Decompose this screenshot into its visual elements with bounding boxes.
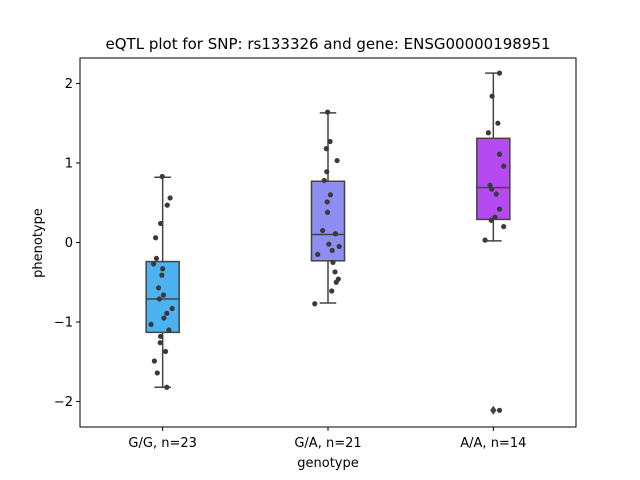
data-point — [330, 259, 336, 265]
data-point — [161, 315, 167, 321]
data-point — [159, 173, 165, 180]
data-point — [153, 255, 160, 262]
data-point — [157, 340, 163, 346]
data-point — [169, 305, 175, 312]
data-point — [158, 333, 164, 339]
data-point — [496, 70, 503, 76]
data-point — [156, 296, 162, 302]
data-point — [323, 146, 329, 152]
data-point — [334, 157, 340, 164]
x-tick-label: G/G, n=23 — [128, 436, 196, 451]
data-point — [501, 163, 507, 169]
outlier-marker — [490, 405, 497, 415]
data-point — [329, 288, 335, 294]
data-point — [489, 93, 495, 99]
data-point — [327, 192, 334, 198]
data-point — [162, 348, 169, 355]
data-point — [154, 370, 160, 376]
data-point — [332, 231, 339, 237]
data-point — [167, 195, 173, 201]
box — [476, 137, 511, 221]
data-point — [312, 301, 318, 307]
data-point — [158, 220, 164, 227]
x-tick-label: A/A, n=14 — [460, 436, 526, 451]
data-point — [482, 237, 488, 243]
data-point — [159, 272, 165, 278]
data-point — [148, 321, 154, 328]
data-point — [326, 241, 332, 247]
data-point — [324, 109, 331, 115]
data-point — [160, 292, 167, 298]
data-point — [160, 266, 166, 272]
x-axis: G/G, n=23 G/A, n=21 A/A, n=14 — [128, 427, 526, 451]
data-point — [336, 243, 342, 250]
data-point — [495, 120, 501, 126]
data-point — [155, 285, 162, 291]
data-point — [150, 261, 157, 267]
data-point — [324, 209, 331, 215]
y-tick-label: 2 — [65, 77, 73, 92]
y-tick-label: 1 — [65, 156, 73, 171]
data-point — [488, 217, 494, 223]
data-point — [493, 191, 499, 197]
x-axis-label: genotype — [297, 456, 358, 471]
y-tick-label: 0 — [65, 236, 73, 251]
data-point — [496, 407, 503, 413]
y-axis: 2 1 0 −1 −2 — [54, 77, 80, 410]
data-point — [324, 169, 330, 175]
data-point — [332, 269, 338, 275]
data-point — [489, 186, 495, 192]
data-point — [492, 214, 498, 220]
data-point — [327, 138, 333, 145]
data-point — [153, 235, 159, 241]
data-point — [329, 247, 335, 254]
data-point — [151, 358, 157, 364]
x-tick-label: G/A, n=21 — [294, 436, 361, 451]
data-point — [496, 206, 503, 212]
plot-area — [145, 70, 511, 415]
data-point — [321, 177, 327, 184]
chart-title: eQTL plot for SNP: rs133326 and gene: EN… — [106, 35, 551, 53]
data-point — [320, 227, 326, 234]
y-tick-label: −1 — [54, 316, 73, 331]
data-point — [166, 327, 172, 333]
data-point — [164, 310, 170, 316]
data-point — [333, 279, 339, 285]
data-point — [487, 182, 493, 188]
y-axis-label: phenotype — [31, 208, 46, 278]
data-point — [324, 199, 330, 205]
data-point — [496, 151, 503, 157]
data-point — [315, 251, 321, 258]
data-point — [164, 202, 170, 208]
data-point — [164, 384, 170, 390]
data-point — [501, 223, 507, 230]
y-tick-label: −2 — [54, 395, 73, 410]
data-point — [485, 130, 491, 136]
